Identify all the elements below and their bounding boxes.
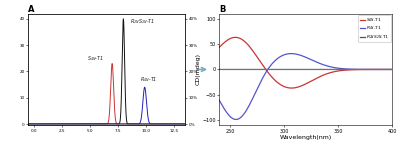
- Text: $R_{4N}$-T1: $R_{4N}$-T1: [140, 75, 158, 84]
- Text: A: A: [28, 5, 34, 13]
- Text: B: B: [219, 5, 226, 13]
- $R_{4N}$-T1: [217, 99, 222, 101]
- $S_{4N}$-T1: [390, 69, 394, 70]
- $S_{4N}$-T1: [226, 39, 230, 41]
- X-axis label: Wavelength(nm): Wavelength(nm): [280, 135, 332, 140]
- $R_{4N}$-T1: [385, 69, 390, 70]
- $R_{4N}$-T1: [226, 113, 230, 115]
- $R_{4N}$-T1: [296, 54, 301, 56]
- $R_{4N}$-T1: [289, 53, 294, 55]
- $R_{2N}S_{2N}$-T1: [353, 69, 358, 70]
- Text: $S_{4N}$-T1: $S_{4N}$-T1: [88, 54, 104, 63]
- Text: $R_{2N}S_{2N}$-T1: $R_{2N}S_{2N}$-T1: [130, 17, 156, 26]
- $S_{4N}$-T1: [385, 69, 390, 70]
- $R_{4N}$-T1: [301, 55, 306, 57]
- $S_{4N}$-T1: [217, 46, 222, 48]
- $R_{4N}$-T1: [390, 69, 394, 70]
- $R_{2N}S_{2N}$-T1: [226, 69, 230, 70]
- $R_{4N}$-T1: [234, 119, 238, 120]
- Legend: $S_{4N}$-T1, $R_{4N}$-T1, $R_{2N}S_{2N}$-T1: $S_{4N}$-T1, $R_{4N}$-T1, $R_{2N}S_{2N}$…: [358, 15, 391, 42]
- $S_{4N}$-T1: [296, 86, 301, 88]
- $S_{4N}$-T1: [289, 87, 294, 89]
- Line: $S_{4N}$-T1: $S_{4N}$-T1: [219, 37, 392, 88]
- Line: $R_{4N}$-T1: $R_{4N}$-T1: [219, 54, 392, 119]
- $R_{2N}S_{2N}$-T1: [301, 69, 306, 70]
- $R_{2N}S_{2N}$-T1: [296, 69, 301, 70]
- $S_{4N}$-T1: [301, 84, 306, 86]
- $R_{2N}S_{2N}$-T1: [390, 69, 394, 70]
- $S_{4N}$-T1: [353, 69, 358, 71]
- $R_{4N}$-T1: [385, 69, 390, 70]
- $R_{2N}S_{2N}$-T1: [217, 69, 222, 70]
- $S_{4N}$-T1: [385, 69, 390, 70]
- $R_{4N}$-T1: [353, 68, 358, 70]
- $R_{2N}S_{2N}$-T1: [384, 69, 389, 70]
- $R_{2N}S_{2N}$-T1: [384, 69, 389, 70]
- $S_{4N}$-T1: [233, 36, 238, 38]
- Y-axis label: CD(mdeg): CD(mdeg): [196, 53, 201, 85]
